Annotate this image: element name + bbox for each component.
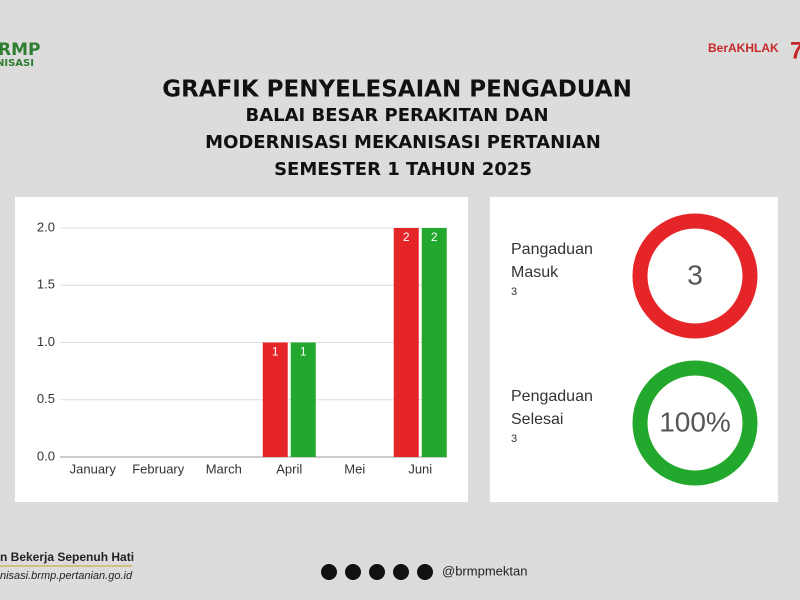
tagline: n Bekerja Sepenuh Hati — [0, 550, 134, 564]
card-value: 3 — [511, 286, 518, 298]
y-tick-label: 1.0 — [37, 334, 55, 349]
y-tick-label: 0.0 — [37, 448, 55, 463]
donut-ring — [632, 213, 758, 339]
data-label: 1 — [272, 345, 279, 359]
social-handle: @brmpmektan — [442, 563, 527, 578]
website: nisasi.brmp.pertanian.go.id — [0, 570, 133, 582]
y-tick-label: 2.0 — [37, 219, 55, 234]
logo-mark: 7 — [790, 37, 800, 64]
chart-card — [15, 197, 468, 502]
summary-card — [490, 197, 778, 502]
logo-text: RMP — [0, 40, 40, 60]
bar — [290, 342, 316, 457]
donut-center: 3 — [687, 259, 703, 290]
donut-ring — [632, 360, 758, 486]
x-tick-label: April — [276, 461, 302, 476]
social-icons — [321, 564, 433, 580]
card-value: 3 — [511, 433, 518, 445]
data-label: 2 — [403, 230, 410, 244]
card-label: Pangaduan Masuk — [511, 241, 593, 281]
donut-center: 100% — [659, 406, 731, 437]
x-tick-label: Mei — [344, 461, 365, 476]
y-tick-label: 1.5 — [37, 277, 55, 292]
bar — [393, 228, 419, 457]
data-label: 1 — [300, 345, 307, 359]
data-label: 2 — [431, 230, 438, 244]
logo-text: NISASI — [0, 58, 34, 69]
card-label: Pengaduan Selesai — [511, 388, 593, 428]
y-tick-label: 0.5 — [37, 391, 55, 406]
title: MODERNISASI MEKANISASI PERTANIAN — [205, 132, 601, 153]
logo-berakhlak: BerAKHLAK — [708, 41, 779, 55]
bar — [262, 342, 288, 457]
title: GRAFIK PENYELESAIAN PENGADUAN — [162, 77, 632, 103]
x-tick-label: Juni — [408, 461, 432, 476]
title: BALAI BESAR PERAKITAN DAN — [245, 105, 548, 126]
x-tick-label: February — [132, 461, 185, 476]
bar — [421, 228, 447, 457]
x-tick-label: March — [206, 461, 242, 476]
x-tick-label: January — [70, 461, 117, 476]
title: SEMESTER 1 TAHUN 2025 — [274, 159, 532, 180]
